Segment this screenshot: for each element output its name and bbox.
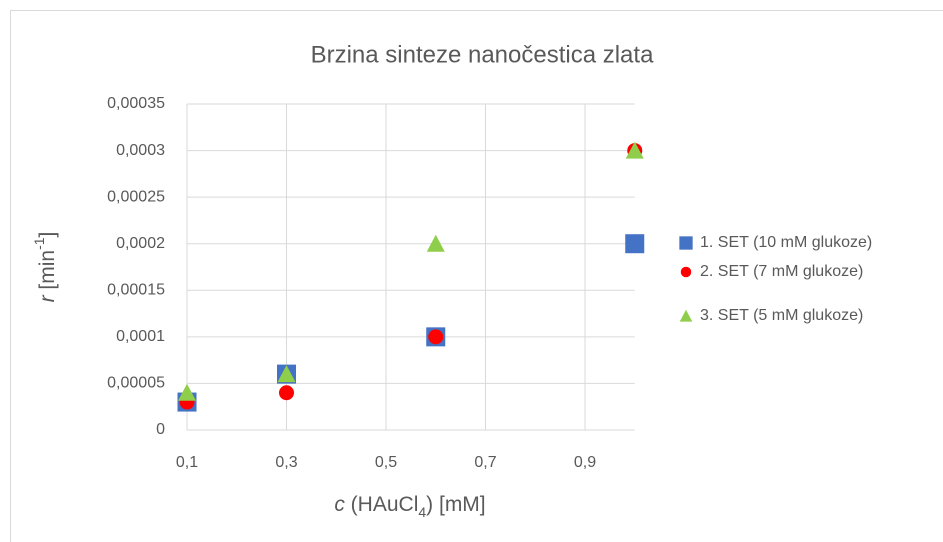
y-tick-label: 0,00025 — [107, 188, 165, 205]
marker-circle — [428, 329, 444, 345]
x-tick-label: 0,1 — [176, 454, 198, 471]
y-tick-label: 0,00005 — [107, 375, 165, 392]
chart-title: Brzina sinteze nanočestica zlata — [311, 41, 655, 68]
x-axis-label: c (HAuCl4) [mM] — [334, 493, 485, 520]
marker-triangle — [625, 141, 644, 159]
x-tick-label: 0,3 — [275, 454, 297, 471]
legend-marker — [679, 236, 693, 250]
legend-label: 2. SET (7 mM glukoze) — [700, 263, 863, 280]
y-tick-label: 0,00015 — [107, 282, 165, 299]
marker-triangle — [426, 234, 445, 252]
y-axis-label: r [min-1] — [31, 232, 59, 303]
chart-frame — [10, 10, 943, 542]
legend-marker — [679, 309, 693, 322]
marker-triangle — [277, 365, 296, 383]
marker-square — [625, 234, 645, 254]
x-tick-label: 0,5 — [375, 454, 397, 471]
y-tick-label: 0 — [156, 421, 165, 438]
legend-label: 3. SET (5 mM glukoze) — [700, 307, 863, 324]
y-tick-label: 0,00035 — [107, 95, 165, 112]
marker-circle — [279, 385, 294, 401]
legend-label: 1. SET (10 mM glukoze) — [700, 234, 872, 251]
legend-marker — [680, 266, 692, 278]
marker-triangle — [178, 383, 196, 401]
y-tick-label: 0,0001 — [116, 328, 165, 345]
x-tick-label: 0,9 — [574, 454, 596, 471]
y-tick-label: 0,0002 — [116, 235, 165, 252]
y-tick-label: 0,0003 — [116, 142, 165, 159]
x-tick-label: 0,7 — [474, 454, 496, 471]
